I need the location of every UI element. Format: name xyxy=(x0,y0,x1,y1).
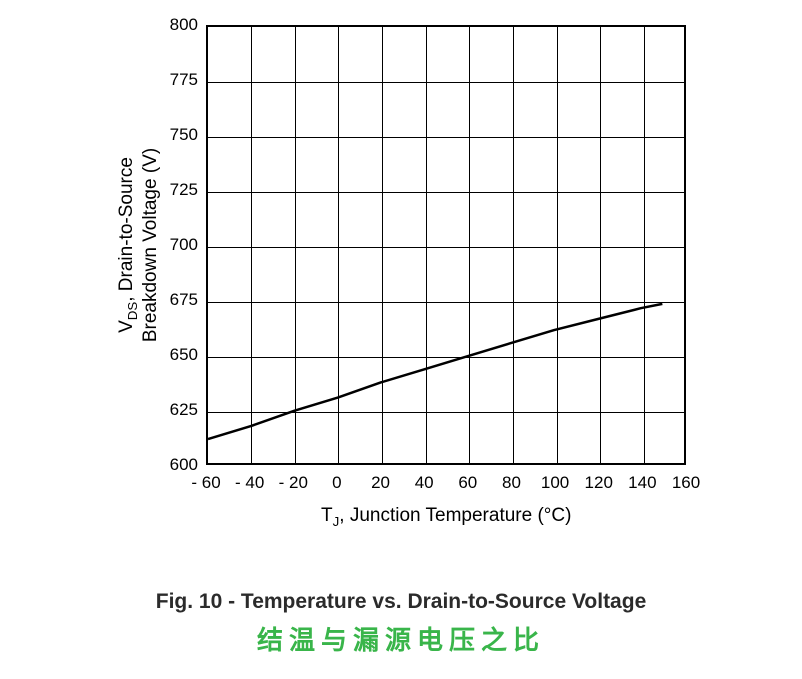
figure-container: VDS, Drain-to-Source Breakdown Voltage (… xyxy=(0,0,802,679)
grid-vline xyxy=(600,27,601,463)
y-tick-label: 725 xyxy=(170,180,198,200)
plot-area xyxy=(206,25,686,465)
x-tick-label: 120 xyxy=(585,473,613,493)
grid-vline xyxy=(469,27,470,463)
y-tick-label: 600 xyxy=(170,455,198,475)
x-tick-label: 20 xyxy=(371,473,390,493)
x-axis-label: TJ, Junction Temperature (°C) xyxy=(321,505,571,529)
grid-vline xyxy=(426,27,427,463)
x-tick-label: 60 xyxy=(458,473,477,493)
grid-vline xyxy=(513,27,514,463)
y-label-subscript: DS xyxy=(125,302,140,320)
y-tick-label: 775 xyxy=(170,70,198,90)
grid-hline xyxy=(208,137,684,138)
y-label-line2: Breakdown Voltage (V) xyxy=(140,120,162,370)
x-tick-label: 80 xyxy=(502,473,521,493)
y-axis-label: VDS, Drain-to-Source Breakdown Voltage (… xyxy=(116,120,162,370)
y-tick-label: 750 xyxy=(170,125,198,145)
x-tick-label: 40 xyxy=(415,473,434,493)
grid-hline xyxy=(208,247,684,248)
x-tick-label: 0 xyxy=(332,473,341,493)
grid-vline xyxy=(251,27,252,463)
y-tick-label: 625 xyxy=(170,400,198,420)
grid-hline xyxy=(208,412,684,413)
x-label-part-a: T xyxy=(321,505,333,526)
y-tick-label: 700 xyxy=(170,235,198,255)
x-tick-label: 100 xyxy=(541,473,569,493)
x-tick-label: - 60 xyxy=(191,473,220,493)
grid-vline xyxy=(557,27,558,463)
y-tick-label: 650 xyxy=(170,345,198,365)
grid-vline xyxy=(644,27,645,463)
data-curve xyxy=(208,27,684,463)
grid-vline xyxy=(295,27,296,463)
caption-english: Fig. 10 - Temperature vs. Drain-to-Sourc… xyxy=(0,590,802,614)
grid-hline xyxy=(208,192,684,193)
grid-vline xyxy=(382,27,383,463)
x-tick-label: 160 xyxy=(672,473,700,493)
grid-hline xyxy=(208,82,684,83)
grid-hline xyxy=(208,357,684,358)
grid-vline xyxy=(338,27,339,463)
caption-chinese: 结温与漏源电压之比 xyxy=(0,620,802,657)
x-tick-label: - 40 xyxy=(235,473,264,493)
y-label-part-b: , Drain-to-Source xyxy=(116,157,137,302)
x-tick-label: - 20 xyxy=(279,473,308,493)
grid-hline xyxy=(208,302,684,303)
x-label-part-b: , Junction Temperature (°C) xyxy=(339,505,571,526)
y-tick-label: 675 xyxy=(170,290,198,310)
x-tick-label: 140 xyxy=(628,473,656,493)
y-label-part-a: V xyxy=(116,320,137,333)
y-tick-label: 800 xyxy=(170,15,198,35)
